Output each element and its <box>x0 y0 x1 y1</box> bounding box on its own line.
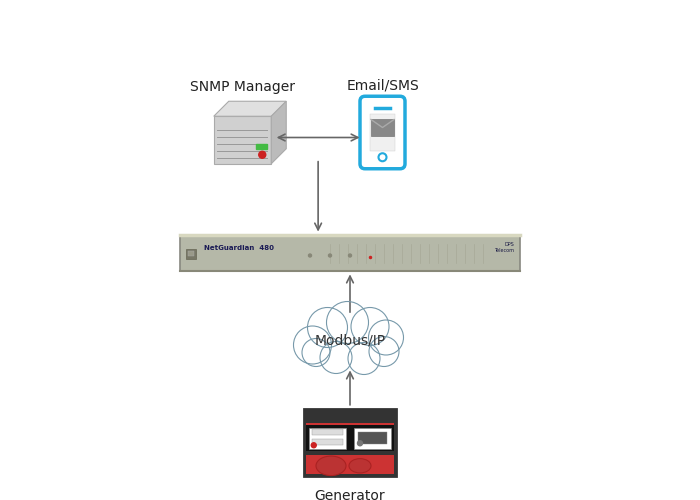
Circle shape <box>320 342 352 374</box>
Text: Email/SMS: Email/SMS <box>346 78 419 92</box>
Polygon shape <box>272 101 286 164</box>
Bar <box>354 428 391 449</box>
Circle shape <box>358 441 363 446</box>
Circle shape <box>307 308 347 348</box>
Bar <box>358 432 387 444</box>
Bar <box>371 120 394 136</box>
Circle shape <box>323 315 377 370</box>
FancyBboxPatch shape <box>360 96 405 169</box>
Circle shape <box>259 151 266 158</box>
Bar <box>307 345 393 365</box>
Bar <box>180 234 520 270</box>
Bar <box>306 425 394 450</box>
Bar <box>186 248 196 258</box>
Text: SNMP Manager: SNMP Manager <box>190 80 295 94</box>
Bar <box>370 114 395 151</box>
Bar <box>306 456 394 474</box>
Bar <box>188 250 194 256</box>
Circle shape <box>369 336 399 366</box>
Text: Generator: Generator <box>315 489 385 500</box>
Bar <box>214 116 272 164</box>
Circle shape <box>348 342 380 374</box>
Text: NetGuardian  480: NetGuardian 480 <box>204 244 274 250</box>
Circle shape <box>379 153 386 161</box>
Circle shape <box>312 443 316 448</box>
Bar <box>309 428 346 449</box>
Ellipse shape <box>349 458 371 473</box>
Bar <box>312 439 343 445</box>
Circle shape <box>328 254 332 257</box>
Circle shape <box>351 308 389 346</box>
Text: DPS
Telecom: DPS Telecom <box>494 242 514 253</box>
Bar <box>306 423 394 439</box>
Circle shape <box>309 254 312 257</box>
Circle shape <box>368 320 403 355</box>
Circle shape <box>302 338 330 366</box>
Polygon shape <box>214 101 286 116</box>
Circle shape <box>326 302 368 344</box>
Ellipse shape <box>316 456 346 475</box>
Text: Modbus/IP: Modbus/IP <box>314 333 386 347</box>
Bar <box>256 144 267 149</box>
Bar <box>304 409 396 476</box>
Bar <box>312 429 343 435</box>
Circle shape <box>293 326 332 364</box>
Circle shape <box>349 254 351 257</box>
